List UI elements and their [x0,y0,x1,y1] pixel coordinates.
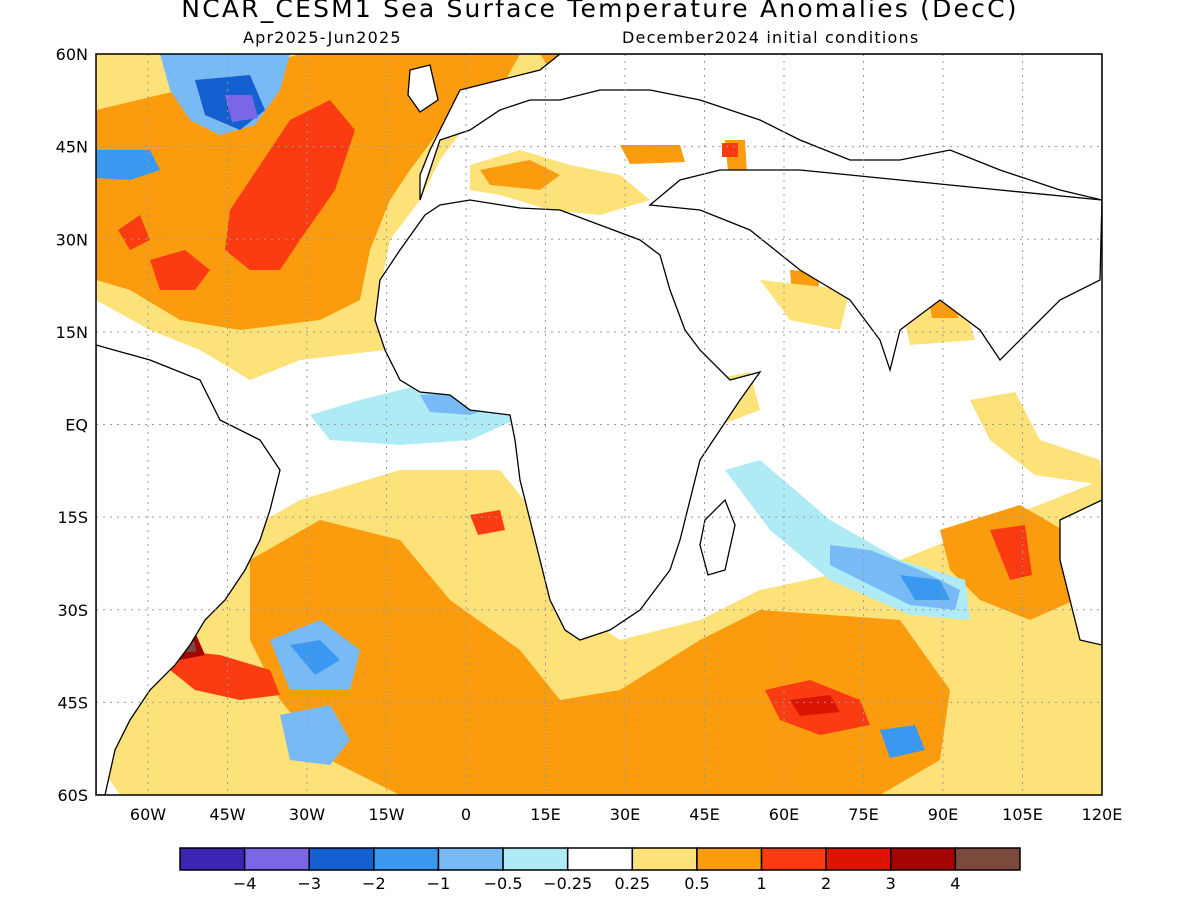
legend-tick-label: 0.5 [684,874,709,893]
latitude-label: 15S [57,508,88,527]
legend-swatch [696,847,763,871]
legend-tick-label: 1 [756,874,766,893]
longitude-label: 45E [689,805,719,824]
legend-tick-label: −0.5 [484,874,523,893]
legend-tick-labels: −4 −3 −2 −1 −0.5 −0.25 0.25 0.5 1 2 3 4 [233,874,961,893]
subpolar-strong-cold-anomaly [225,95,258,122]
legend-tick-label: −4 [233,874,257,893]
legend-swatch [179,847,246,871]
western-atlantic-strong-anomaly [118,215,150,250]
gulf-stream-strong-anomaly [150,250,210,290]
indian-ocean-cold-core [900,575,950,600]
south-america-coastline [96,344,281,795]
map-title: NCAR_CESM1 Sea Surface Temperature Anoma… [181,0,1019,23]
latitude-label: 45S [57,693,88,712]
black-sea-anomaly [620,145,685,164]
legend-swatch [243,847,310,871]
latitude-label: 60N [56,45,88,64]
longitude-label: 75E [848,805,878,824]
northwest-atlantic-cold-anomaly [96,150,160,180]
north-atlantic-strong-anomaly [225,100,355,270]
legend-tick-label: 3 [886,874,896,893]
longitude-label: 90E [928,805,958,824]
legend-swatch [566,847,634,871]
legend-swatch [890,847,957,871]
angola-strong-anomaly [470,510,505,535]
legend-tick-label: −1 [427,874,451,893]
map-frame [95,53,1103,796]
south-atlantic-moderate-anomaly [250,520,950,795]
caspian-strong-anomaly [722,143,738,157]
longitude-label: 30E [610,805,640,824]
longitude-label: 30W [289,805,325,824]
mediterranean-moderate-anomaly [480,160,560,190]
australia-coastline [1059,499,1102,646]
southern-indian-very-strong-anomaly [790,695,840,716]
longitude-label: 45W [209,805,245,824]
south-atlantic-southern-cool-patch [280,705,350,765]
legend-swatch [631,847,698,871]
legend-swatch [760,847,827,871]
south-atlantic-cold-patch [290,640,340,675]
longitude-label: 15W [368,805,404,824]
legend-swatch [373,847,440,871]
latitude-label: 30S [57,601,88,620]
forecast-period: Apr2025-Jun2025 [243,28,402,47]
longitude-label: 120E [1082,805,1123,824]
latitude-axis-labels: 60N 45N 30N 15N EQ 15S 30S 45S 60S [56,45,88,805]
arabian-sea-anomaly [760,280,850,330]
landmasses [96,54,1102,795]
longitude-label: 15E [530,805,560,824]
southeast-indian-strong-anomaly [990,525,1032,580]
legend-swatch [308,847,375,871]
initial-conditions: December2024 initial conditions [622,28,920,47]
longitude-label: 60W [130,805,166,824]
legend-tick-label: −3 [297,874,321,893]
legend-tick-label: 0.25 [614,874,650,893]
legend-swatch [437,847,504,871]
europe-coastline [419,54,1102,201]
latitude-label: EQ [65,416,88,435]
madagascar-coastline [699,498,736,576]
africa-coastline [374,199,762,641]
uk-coastline [407,64,439,113]
legend-swatch [502,847,569,871]
legend-tick-label: 2 [821,874,831,893]
longitude-axis-labels: 60W 45W 30W 15W 0 15E 30E 45E 60E 75E 90E 105E 120E [130,805,1122,824]
latitude-label: 60S [57,786,88,805]
asia-coastline [648,169,1102,373]
longitude-label: 60E [769,805,799,824]
longitude-label: 105E [1002,805,1043,824]
southern-indian-cold-patch [880,725,925,758]
legend-tick-label: 4 [950,874,960,893]
latitude-label: 45N [56,138,88,157]
maritime-continent-anomaly [970,392,1102,485]
latitude-label: 15N [56,323,88,342]
color-legend [179,847,1021,871]
legend-swatch [954,847,1021,871]
southwest-atlantic-strong-anomaly [170,650,280,700]
legend-tick-label: −0.25 [543,874,592,893]
legend-tick-label: −2 [362,874,386,893]
latitude-label: 30N [56,230,88,249]
gridlines [96,54,1102,795]
legend-swatch [825,847,892,871]
longitude-label: 0 [461,805,471,824]
